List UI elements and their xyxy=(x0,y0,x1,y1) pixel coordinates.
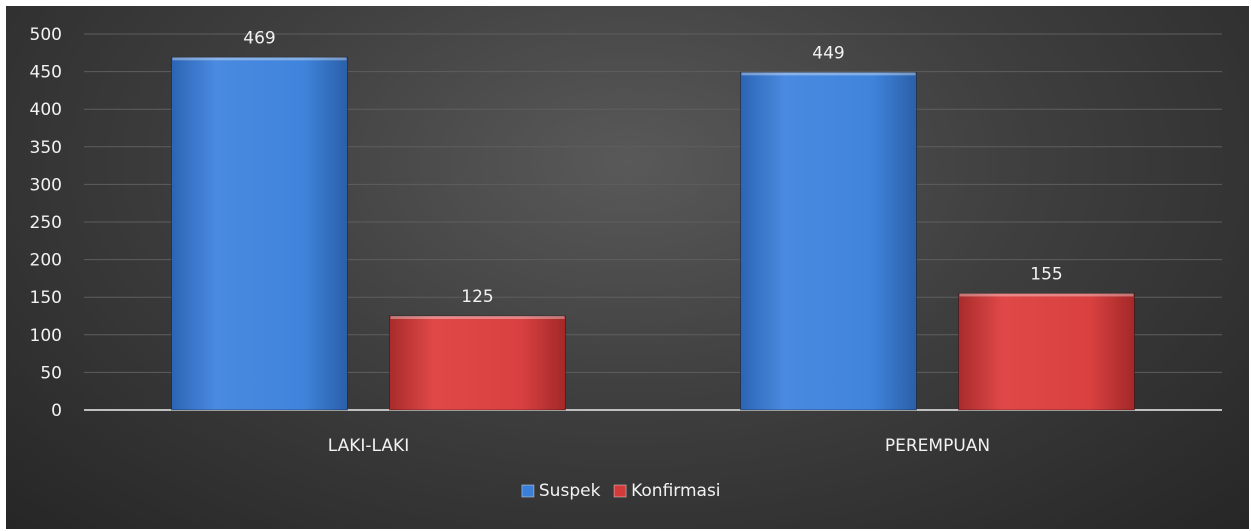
bar-highlight xyxy=(172,57,347,61)
y-tick-label: 500 xyxy=(30,25,62,45)
y-tick-label: 300 xyxy=(30,175,62,195)
bar-konfirmasi-perempuan xyxy=(958,292,1135,411)
bars xyxy=(171,56,1135,411)
legend-label: Suspek xyxy=(539,481,601,501)
y-tick-label: 400 xyxy=(30,100,62,120)
legend-swatch xyxy=(521,484,535,498)
x-category-label: PEREMPUAN xyxy=(885,436,990,456)
bar-konfirmasi-laki-laki xyxy=(389,315,566,411)
y-tick-label: 250 xyxy=(30,213,62,233)
y-tick-label: 150 xyxy=(30,288,62,308)
bar-highlight xyxy=(390,316,565,319)
y-tick-label: 350 xyxy=(30,138,62,158)
y-tick-label: 50 xyxy=(40,363,62,383)
bar-chart: 0 50 100 150 200 250 300 350 400 450 500 LAKI-LAKI P… xyxy=(30,25,1222,501)
data-label: 155 xyxy=(1030,264,1062,284)
bar-highlight xyxy=(741,72,916,76)
y-tick-label: 450 xyxy=(30,63,62,83)
data-label: 469 xyxy=(243,28,275,48)
bar-highlight xyxy=(959,293,1134,297)
y-tick-label: 100 xyxy=(30,326,62,346)
legend: Suspek Konfirmasi xyxy=(521,481,721,501)
bar-suspek-laki-laki xyxy=(171,56,348,411)
chart-area: 0 50 100 150 200 250 300 350 400 450 500 LAKI-LAKI P… xyxy=(6,6,1249,529)
data-labels: 469 125 449 155 xyxy=(243,28,1062,307)
data-label: 449 xyxy=(812,43,844,63)
legend-label: Konfirmasi xyxy=(631,481,720,501)
y-tick-label: 200 xyxy=(30,251,62,271)
legend-swatch xyxy=(613,484,627,498)
bar-suspek-perempuan xyxy=(740,71,917,411)
data-label: 125 xyxy=(461,287,493,307)
y-tick-label: 0 xyxy=(51,401,62,421)
x-category-label: LAKI-LAKI xyxy=(328,436,409,456)
axes: 0 50 100 150 200 250 300 350 400 450 500 LAKI-LAKI P… xyxy=(30,25,1222,456)
